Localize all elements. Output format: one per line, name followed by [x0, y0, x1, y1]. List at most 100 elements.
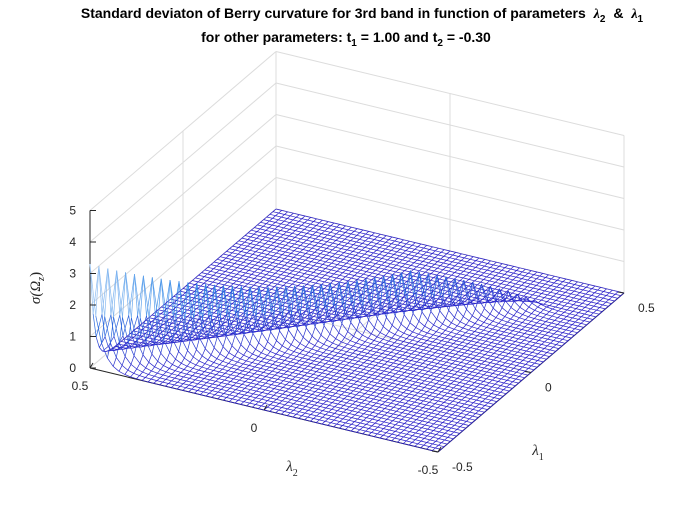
surface-mesh-line	[582, 302, 589, 306]
surface-mesh-line	[289, 219, 294, 223]
surface-mesh-line	[276, 286, 281, 312]
surface-mesh-line	[243, 363, 250, 366]
surface-mesh-line	[379, 393, 386, 396]
surface-mesh-line	[162, 334, 166, 338]
surface-mesh-line	[471, 276, 478, 279]
surface-mesh-line	[204, 311, 209, 315]
surface-mesh-line	[337, 264, 344, 267]
surface-mesh-line	[148, 370, 152, 375]
surface-mesh-line	[95, 266, 100, 317]
surface-mesh-line	[453, 292, 460, 295]
surface-mesh-line	[408, 247, 415, 250]
surface-mesh-line	[425, 271, 432, 274]
surface-mesh-line	[477, 386, 484, 389]
surface-mesh-line	[353, 235, 358, 239]
surface-mesh-line	[252, 302, 256, 306]
surface-mesh-line	[410, 373, 417, 376]
surface-mesh-line	[206, 388, 213, 392]
surface-mesh-line	[341, 349, 347, 353]
surface-mesh-line	[329, 287, 334, 291]
surface-mesh-line	[317, 249, 324, 252]
surface-mesh-line	[160, 326, 166, 329]
surface-mesh-line	[233, 385, 239, 388]
surface-mesh-line	[234, 311, 238, 315]
surface-mesh-line	[334, 266, 341, 269]
surface-mesh-line	[440, 258, 447, 261]
surface-mesh-line	[320, 304, 327, 307]
surface-mesh-line	[349, 348, 356, 351]
surface-mesh-line	[306, 233, 313, 236]
surface-mesh-line	[351, 261, 356, 265]
surface-mesh-line	[476, 393, 483, 396]
surface-mesh-line	[248, 267, 253, 271]
surface-mesh-line	[312, 276, 317, 280]
surface-mesh-line	[116, 270, 123, 318]
surface-mesh-line	[138, 342, 142, 346]
surface-mesh-line	[527, 279, 534, 282]
surface-mesh-line	[305, 361, 311, 364]
surface-mesh-line	[360, 415, 367, 419]
surface-mesh-line	[516, 371, 523, 375]
surface-mesh-line	[530, 283, 537, 286]
surface-mesh-line	[548, 325, 555, 328]
surface-mesh-line	[279, 396, 286, 399]
surface-mesh-line	[336, 275, 340, 279]
surface-mesh-line	[343, 256, 347, 260]
surface-mesh-line	[359, 245, 365, 248]
surface-mesh-line	[236, 315, 241, 319]
surface-mesh-line	[399, 262, 406, 265]
surface-mesh-line	[254, 224, 258, 228]
surface-mesh-line	[230, 371, 235, 376]
surface-mesh-line	[468, 387, 475, 390]
surface-mesh-line	[526, 343, 533, 347]
surface-mesh-line	[246, 265, 252, 269]
surface-mesh-line	[449, 410, 456, 413]
surface-mesh-line	[210, 268, 214, 272]
surface-mesh-line	[379, 253, 386, 257]
surface-mesh-line	[260, 368, 267, 371]
surface-mesh-line	[523, 295, 530, 298]
surface-mesh-line	[310, 309, 315, 313]
surface-mesh-line	[195, 369, 199, 374]
surface-mesh-line	[219, 361, 223, 365]
surface-mesh-line	[382, 397, 389, 400]
surface-mesh-line	[354, 427, 360, 431]
grid-line	[275, 82, 625, 168]
surface-mesh-line	[296, 245, 301, 249]
surface-mesh-line	[536, 335, 542, 339]
surface-mesh-line	[374, 232, 381, 235]
surface-mesh-line	[333, 277, 337, 281]
surface-mesh-line	[315, 280, 320, 284]
surface-mesh-line	[310, 420, 317, 423]
surface-mesh-line	[487, 364, 494, 368]
surface-mesh-line	[227, 281, 234, 284]
surface-mesh-line	[203, 324, 208, 328]
surface-mesh-line	[265, 376, 272, 379]
surface-mesh-line	[203, 280, 208, 284]
surface-mesh-line	[372, 418, 379, 421]
surface-mesh-line	[201, 366, 208, 370]
surface-mesh-line	[379, 247, 386, 250]
surface-mesh-line	[281, 260, 288, 264]
surface-mesh-line	[412, 428, 419, 431]
surface-mesh-line	[309, 278, 314, 282]
surface-mesh-line	[470, 354, 477, 357]
surface-mesh-line	[362, 236, 369, 239]
surface-mesh-line	[388, 347, 395, 350]
surface-mesh-line	[203, 375, 208, 379]
surface-mesh-line	[429, 388, 436, 391]
surface-mesh-line	[423, 247, 430, 250]
surface-mesh-line	[246, 350, 253, 355]
surface-mesh-line	[388, 239, 395, 242]
surface-mesh-line	[439, 380, 446, 383]
surface-mesh-line	[477, 319, 485, 323]
surface-mesh-line	[286, 275, 293, 278]
surface-mesh-line	[224, 277, 231, 280]
surface-mesh-line	[194, 284, 201, 287]
surface-mesh-line	[495, 268, 502, 271]
surface-mesh-line	[157, 353, 162, 362]
surface-mesh-line	[118, 370, 125, 375]
surface-mesh-line	[419, 409, 426, 412]
surface-mesh-line	[264, 286, 269, 317]
surface-mesh-line	[321, 274, 326, 279]
